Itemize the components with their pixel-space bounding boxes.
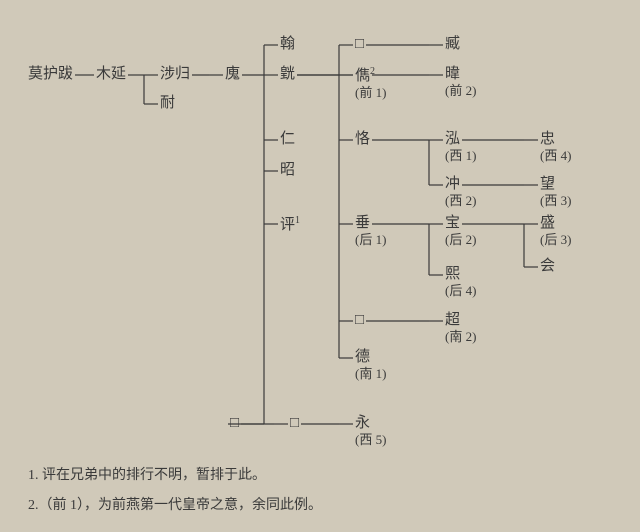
node-n8d: 会 xyxy=(540,258,555,275)
node-n5d: 昭 xyxy=(280,162,295,179)
node-n5e: 评1 xyxy=(280,215,300,234)
node-n6c: 恪 xyxy=(355,131,370,148)
node-n7e: 宝(后 2) xyxy=(445,215,476,248)
node-n6d: 垂(后 1) xyxy=(355,215,386,248)
node-n8c: 盛(后 3) xyxy=(540,215,571,248)
footnote-1: 1. 评在兄弟中的排行不明，暂排于此。 xyxy=(28,464,266,484)
genealogy-diagram: { "type": "tree", "background_color": "#… xyxy=(0,0,640,532)
node-n8b: 望(西 3) xyxy=(540,176,571,209)
node-n7f: 熙(后 4) xyxy=(445,266,476,299)
node-n8a: 忠(西 4) xyxy=(540,131,571,164)
node-sq1: □ xyxy=(230,415,239,432)
node-n3a: 涉归 xyxy=(160,66,190,83)
node-n6g: 永(西 5) xyxy=(355,415,386,448)
node-n2: 木延 xyxy=(96,66,126,83)
node-n7g: 超(南 2) xyxy=(445,312,476,345)
node-n5a: 翰 xyxy=(280,36,295,53)
footnote-2: 2.（前 1），为前燕第一代皇帝之意，余同此例。 xyxy=(28,494,322,514)
node-n6a: □ xyxy=(355,36,364,53)
node-n6e: □ xyxy=(355,312,364,329)
node-n1: 莫护跋 xyxy=(28,66,73,83)
node-n4: 廆 xyxy=(225,66,240,83)
node-n5b: 皝 xyxy=(280,66,295,83)
node-n3b: 耐 xyxy=(160,95,175,112)
node-n7d: 冲(西 2) xyxy=(445,176,476,209)
node-n7b: 暐(前 2) xyxy=(445,66,476,99)
node-n5c: 仁 xyxy=(280,131,295,148)
node-n7c: 泓(西 1) xyxy=(445,131,476,164)
node-n6b: 儁2(前 1) xyxy=(355,66,386,101)
node-n7a: 臧 xyxy=(445,36,460,53)
node-sq2: □ xyxy=(290,415,299,432)
node-n6f: 德(南 1) xyxy=(355,349,386,382)
